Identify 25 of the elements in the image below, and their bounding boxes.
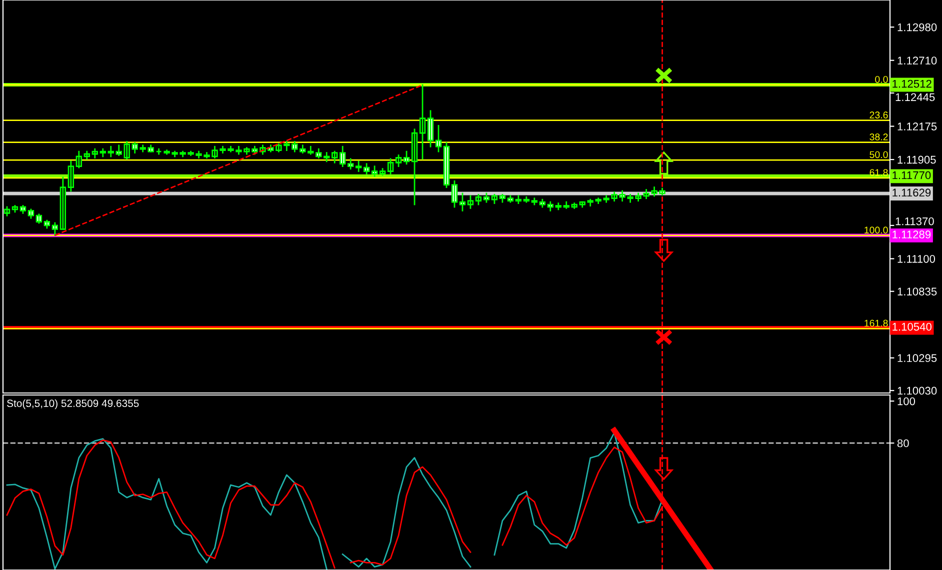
y-tick-label: 1.10295 xyxy=(898,354,937,362)
ref-line-label: 1.11289 xyxy=(892,230,931,238)
ref-line-label: 1.12512 xyxy=(892,80,932,88)
y-tick-label: 1.11100 xyxy=(898,254,936,263)
ref-line-label: 1.10540 xyxy=(892,322,932,331)
annotation: 50.0 xyxy=(870,151,888,158)
y-tick-label: 1.11905 xyxy=(898,156,936,164)
y-tick-label: 1.10030 xyxy=(898,386,937,395)
annotation: 161.8 xyxy=(864,320,888,327)
chart-title: Sto(5,5,10) 52.8509 49.6355 xyxy=(7,399,139,410)
y-tick-label: 1.12445 xyxy=(896,93,935,102)
y-tick-label: 1.10835 xyxy=(898,288,937,296)
y-tick-label: 1.11370 xyxy=(896,217,934,226)
annotation: 0.0 xyxy=(875,76,888,83)
annotation: 38.2 xyxy=(870,133,888,140)
ref-line-label: 1.11629 xyxy=(892,188,931,197)
annotation: 61.8 xyxy=(870,169,888,176)
y-tick-label: 80 xyxy=(897,439,909,448)
y-tick-label: 1.12175 xyxy=(898,122,937,130)
annotation: 23.6 xyxy=(870,112,888,118)
annotation: 100.0 xyxy=(864,226,888,234)
y-tick-label: 100 xyxy=(898,397,916,406)
y-tick-label: 1.12980 xyxy=(898,23,937,32)
ref-line-label: 1.11770 xyxy=(892,171,931,180)
y-tick-label: 1.12710 xyxy=(898,56,937,64)
